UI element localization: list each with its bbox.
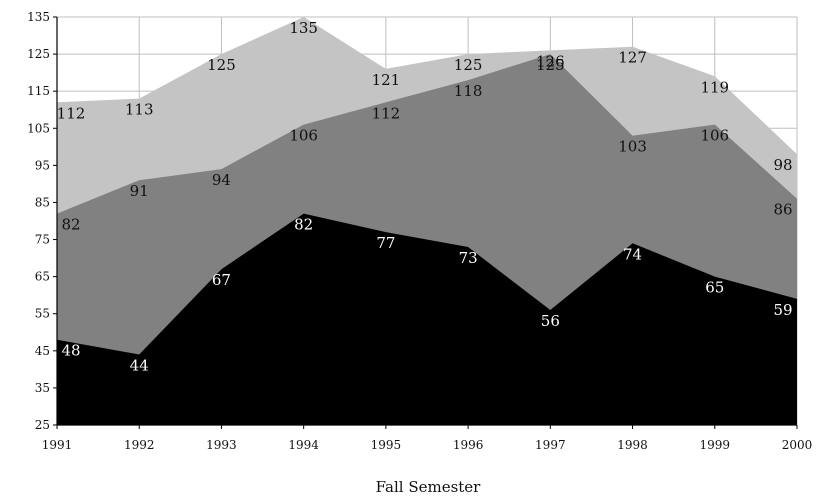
data-label-series-1: 125 (207, 56, 236, 74)
area-series-3 (57, 213, 797, 425)
y-tick-label: 135 (27, 10, 50, 24)
y-tick-label: 25 (35, 418, 50, 432)
data-label-series-1: 135 (289, 19, 318, 37)
data-label-series-2: 125 (536, 56, 565, 74)
data-label-series-2: 94 (212, 171, 231, 189)
data-label-series-1: 121 (372, 71, 401, 89)
y-tick-label: 105 (27, 121, 50, 135)
data-label-series-3: 73 (459, 249, 478, 267)
y-tick-label: 45 (35, 344, 50, 358)
y-axis-ticks: 25 35 45 55 65 75 85 95 105 115 125 135 (27, 10, 57, 432)
x-tick-label: 1992 (124, 438, 155, 452)
y-tick-label: 65 (35, 270, 50, 284)
data-label-series-1: 98 (773, 156, 792, 174)
x-tick-label: 1996 (453, 438, 484, 452)
data-label-series-3: 74 (623, 245, 642, 263)
area-series (57, 17, 797, 425)
data-label-series-2: 82 (61, 216, 80, 234)
data-label-series-3: 82 (294, 216, 313, 234)
axes (56, 17, 797, 426)
y-tick-label: 35 (35, 381, 50, 395)
data-label-series-3: 67 (212, 271, 231, 289)
y-tick-label: 95 (35, 158, 50, 172)
data-label-series-1: 119 (700, 78, 729, 96)
data-label-series-1: 112 (57, 104, 86, 122)
data-label-series-2: 118 (454, 82, 483, 100)
y-tick-label: 115 (27, 84, 50, 98)
data-label-series-1: 126 (536, 52, 565, 70)
x-tick-label: 1999 (700, 438, 731, 452)
y-tick-label: 85 (35, 195, 50, 209)
data-label-series-2: 112 (372, 104, 401, 122)
y-tick-label: 125 (27, 47, 50, 61)
x-tick-label: 1991 (42, 438, 73, 452)
x-tick-label: 1998 (617, 438, 648, 452)
data-label-series-2: 91 (130, 182, 149, 200)
y-tick-label: 55 (35, 307, 50, 321)
data-label-series-2: 86 (773, 201, 792, 219)
x-tick-label: 1997 (535, 438, 566, 452)
y-tick-label: 75 (35, 233, 50, 247)
data-label-series-3: 59 (773, 301, 792, 319)
x-tick-label: 1995 (371, 438, 402, 452)
x-axis-title: Fall Semester (376, 478, 482, 496)
data-label-series-1: 113 (125, 101, 154, 119)
data-label-series-3: 77 (376, 234, 395, 252)
data-label-series-1: 125 (454, 56, 483, 74)
data-label-series-3: 44 (130, 357, 149, 375)
x-tick-label: 2000 (782, 438, 813, 452)
data-label-series-2: 106 (289, 127, 318, 145)
data-label-series-3: 56 (541, 312, 560, 330)
x-tick-label: 1993 (206, 438, 237, 452)
x-axis-ticks: 1991 1992 1993 1994 1995 1996 1997 1998 1999 2000 (42, 425, 813, 452)
data-label-series-3: 48 (61, 342, 80, 360)
data-label-series-3: 65 (705, 279, 724, 297)
data-label-series-2: 103 (618, 138, 647, 156)
data-label-series-2: 106 (700, 127, 729, 145)
x-tick-label: 1994 (288, 438, 319, 452)
data-label-series-1: 127 (618, 49, 647, 67)
